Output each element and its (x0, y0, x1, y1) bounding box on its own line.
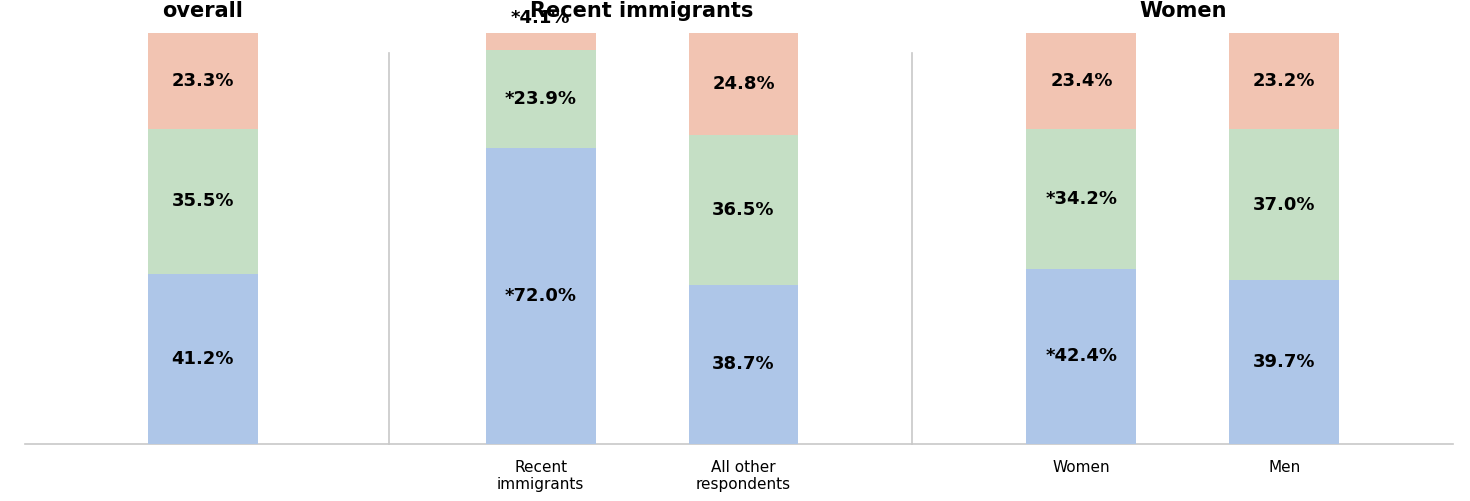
Text: 23.4%: 23.4% (1050, 72, 1113, 90)
Bar (688, 285, 798, 443)
Bar (1229, 281, 1339, 443)
Text: Recent immigrants: Recent immigrants (531, 1, 754, 21)
Text: 41.2%: 41.2% (172, 350, 234, 368)
Text: Canadians
overall: Canadians overall (143, 0, 263, 21)
Bar (148, 129, 257, 275)
Bar (148, 275, 257, 443)
Bar (688, 135, 798, 285)
Text: Women: Women (1053, 460, 1110, 475)
Text: *34.2%: *34.2% (1045, 190, 1117, 208)
Bar (1026, 129, 1136, 270)
Bar (1229, 129, 1339, 281)
Text: 36.5%: 36.5% (711, 200, 775, 218)
Bar (1229, 33, 1339, 129)
Text: *42.4%: *42.4% (1045, 348, 1117, 365)
Text: *4.1%: *4.1% (512, 9, 570, 27)
Text: *23.9%: *23.9% (504, 90, 576, 108)
Text: 37.0%: 37.0% (1252, 195, 1316, 213)
Bar (1026, 270, 1136, 443)
Text: All other
respondents: All other respondents (695, 460, 791, 492)
Text: Recent
immigrants: Recent immigrants (497, 460, 585, 492)
Bar (485, 148, 595, 443)
Text: 23.3%: 23.3% (172, 72, 234, 90)
Bar (1026, 33, 1136, 129)
Bar (688, 33, 798, 135)
Text: Women: Women (1139, 1, 1226, 21)
Bar (148, 33, 257, 129)
Bar (485, 33, 595, 50)
Text: 39.7%: 39.7% (1252, 353, 1316, 371)
Text: 38.7%: 38.7% (711, 355, 775, 373)
Text: Men: Men (1269, 460, 1301, 475)
Text: 24.8%: 24.8% (711, 75, 775, 93)
Text: 23.2%: 23.2% (1252, 72, 1316, 90)
Text: 35.5%: 35.5% (172, 192, 234, 210)
Bar (485, 50, 595, 148)
Text: *72.0%: *72.0% (504, 287, 576, 305)
